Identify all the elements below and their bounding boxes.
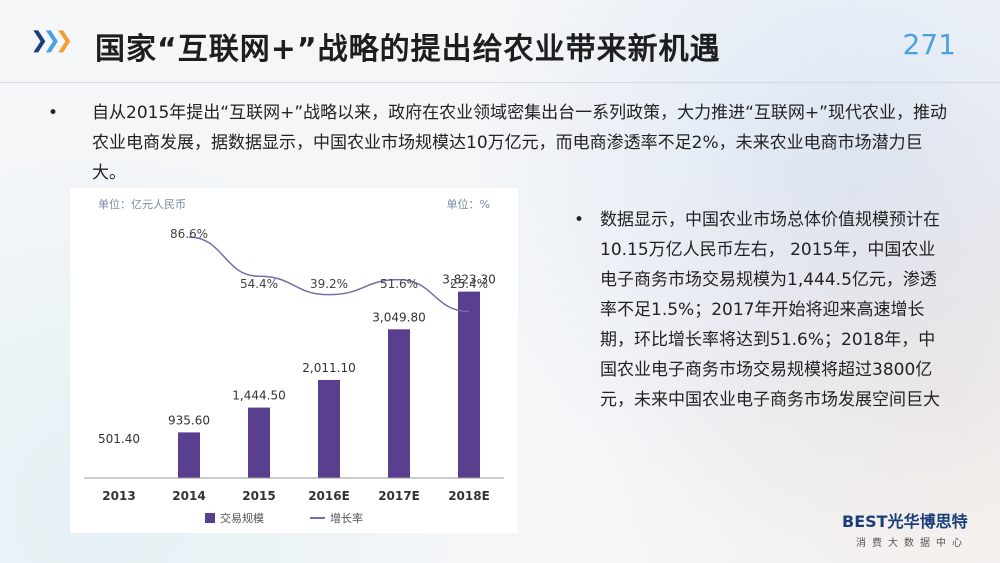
growth-rate-label: 54.4% [240,277,278,291]
intro-bullet: • 自从2015年提出“互联网+”战略以来，政府在农业领域密集出台一系列政策，大… [48,98,948,188]
brand-logo: BEST光华博思特 消费大数据中心 [842,508,982,553]
bar-value-label: 501.40 [98,432,140,446]
legend-label-bar: 交易规模 [220,511,264,525]
growth-rate-line [188,236,470,313]
x-tick-label: 2017E [378,489,420,503]
x-tick-label: 2015 [242,489,275,503]
x-tick-label: 2013 [102,489,135,503]
bar-2016E [318,379,340,478]
growth-rate-label: 25.4% [450,277,488,291]
bar-value-label: 1,444.50 [232,389,285,403]
bullet-marker: • [48,103,59,123]
legend-label-line: 增长率 [330,511,363,525]
page-number: 271 [902,28,956,61]
bar-2018E [458,291,480,478]
chart-panel: 单位：亿元人民币 单位：% 501.40 2013 935.60 2014 1,444.50… [70,188,518,533]
slide-title: 国家“互联网+”战略的提出给农业带来新机遇 [95,32,721,67]
unit-label-right: 单位：% [447,197,490,211]
data-text: 数据显示，中国农业市场总体价值规模预计在10.15万亿人民币左右， 2015年，… [600,210,940,410]
bar-2017E [388,329,410,478]
x-tick-label: 2014 [172,489,205,503]
bar-value-label: 3,823.30 [442,273,495,287]
bar-2015 [248,407,270,478]
slide-header: ❯❯❯ 国家“互联网+”战略的提出给农业带来新机遇 271 [0,0,1000,83]
x-tick-label: 2016E [308,489,350,503]
legend-swatch-bar [205,513,215,523]
growth-rate-label: 51.6% [380,277,418,291]
unit-label-left: 单位：亿元人民币 [98,197,186,211]
growth-rate-label: 86.6% [170,227,208,241]
growth-rate-label: 39.2% [310,277,348,291]
bar-value-label: 935.60 [168,413,210,427]
intro-text: 自从2015年提出“互联网+”战略以来，政府在农业领域密集出台一系列政策，大力推… [92,103,947,183]
chevrons-icon: ❯❯❯ [30,28,74,53]
data-bullet: • 数据显示，中国农业市场总体价值规模预计在10.15万亿人民币左右， 2015… [574,205,944,415]
bullet-marker: • [574,210,585,230]
bar-value-label: 2,011.10 [302,361,355,375]
logo-name: BEST光华博思特 [842,512,968,531]
x-tick-label: 2018E [448,489,490,503]
bar-line-chart: 单位：亿元人民币 单位：% 501.40 2013 935.60 2014 1,444.50… [84,197,504,525]
bar-value-label: 3,049.80 [372,310,425,324]
logo-subtitle: 消费大数据中心 [856,538,968,549]
bar-2014 [178,432,200,478]
